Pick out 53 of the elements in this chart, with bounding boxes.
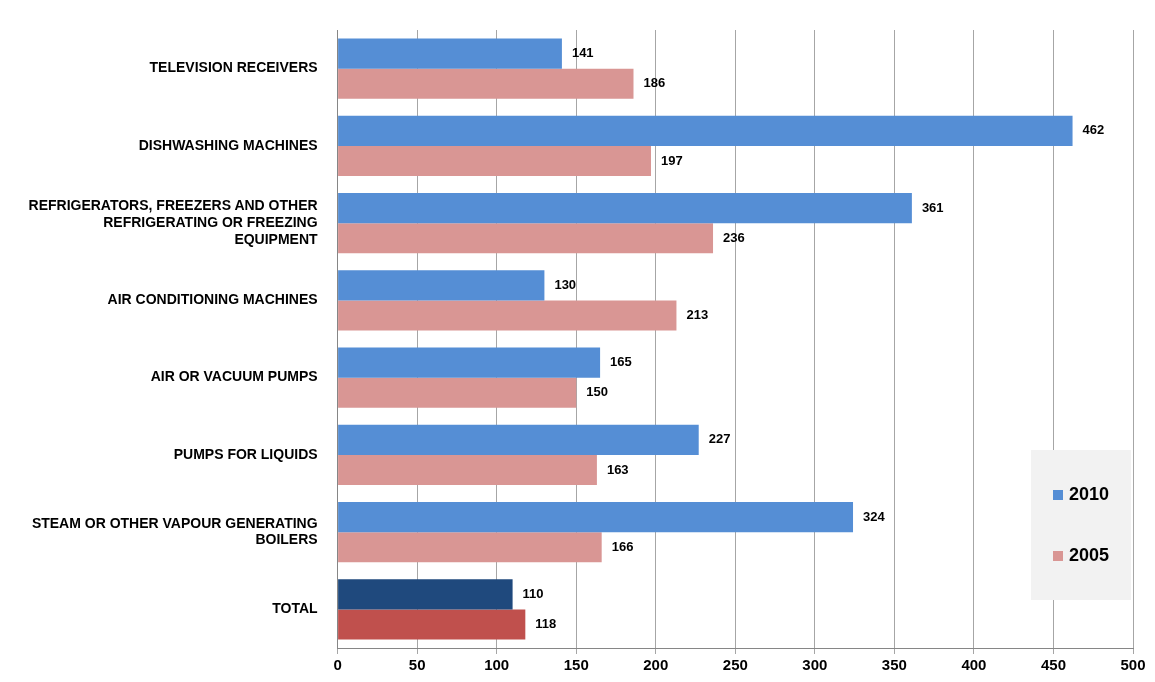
x-tick-label: 100 <box>484 656 510 674</box>
y-tick-label: TELEVISION RECEIVERS <box>149 59 318 76</box>
bar <box>338 347 601 378</box>
data-label: 227 <box>708 431 731 447</box>
data-label: 186 <box>643 75 666 91</box>
bar <box>338 145 651 176</box>
data-label: 197 <box>660 152 683 168</box>
data-label: 462 <box>1082 122 1105 138</box>
data-label: 166 <box>611 538 634 554</box>
data-label: 165 <box>610 354 632 370</box>
data-label: 236 <box>723 229 745 245</box>
x-tick-label: 0 <box>333 656 342 674</box>
bar <box>338 377 577 408</box>
y-tick-label: AIR CONDITIONING MACHINES <box>107 291 318 308</box>
bar <box>338 502 854 533</box>
y-tick-label: DISHWASHING MACHINES <box>138 136 318 153</box>
y-tick-label: PUMPS FOR LIQUIDS <box>173 445 318 462</box>
x-tick-label: 400 <box>961 656 987 674</box>
x-tick-label: 350 <box>881 656 907 674</box>
x-tick-label: 500 <box>1120 656 1146 674</box>
x-tick-label: 50 <box>408 656 426 674</box>
bar <box>338 454 597 485</box>
bar <box>338 424 699 455</box>
x-tick-label: 150 <box>563 656 589 674</box>
y-tick-label: STEAM OR OTHER VAPOUR GENERATING BOILERS <box>31 514 318 548</box>
data-label: 118 <box>535 616 557 632</box>
y-tick-label: TOTAL <box>272 600 319 617</box>
data-label: 324 <box>863 508 886 524</box>
bar <box>338 193 912 224</box>
x-tick-label: 300 <box>802 656 828 674</box>
data-label: 141 <box>571 45 594 61</box>
data-label: 361 <box>921 199 944 215</box>
y-tick-label: REFRIGERATORS, FREEZERS AND OTHER REFRIGERATING OR FREEZING EQUIPMENT <box>28 197 319 247</box>
legend-label: 2010 <box>1068 484 1109 505</box>
data-label: 150 <box>586 384 608 400</box>
x-tick-label: 450 <box>1040 656 1066 674</box>
bar <box>338 579 513 610</box>
bar <box>338 270 545 301</box>
bar <box>338 532 602 563</box>
y-tick-label: AIR OR VACUUM PUMPS <box>150 368 318 385</box>
bar <box>338 223 714 254</box>
data-label: 213 <box>686 307 709 323</box>
x-tick-label: 250 <box>722 656 748 674</box>
legend-label: 2005 <box>1068 545 1109 566</box>
bar <box>338 609 526 640</box>
bar <box>338 115 1073 146</box>
x-tick-label: 200 <box>643 656 669 674</box>
bar <box>338 38 562 69</box>
data-label: 130 <box>554 276 577 292</box>
bar <box>338 68 634 99</box>
data-label: 163 <box>606 461 629 477</box>
bar <box>338 300 677 331</box>
data-label: 110 <box>522 585 544 601</box>
